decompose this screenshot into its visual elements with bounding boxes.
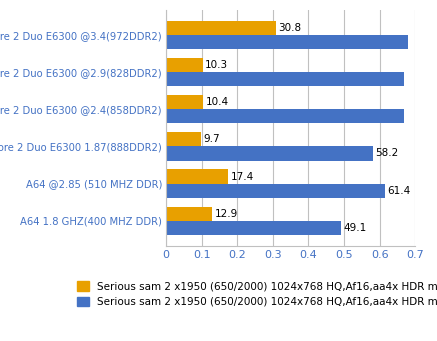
Bar (166, 95, 203, 109)
Bar (166, 72, 404, 86)
Text: 17.4: 17.4 (230, 172, 254, 181)
Text: 10.3: 10.3 (205, 60, 228, 70)
Bar (166, 207, 212, 221)
Bar (166, 35, 408, 49)
Bar (166, 221, 341, 235)
Bar (166, 109, 404, 123)
Text: 61.4: 61.4 (387, 186, 410, 196)
Bar (166, 132, 201, 146)
Bar (166, 146, 373, 161)
Text: 58.2: 58.2 (376, 148, 399, 159)
Text: 10.4: 10.4 (205, 97, 229, 107)
Bar (166, 169, 228, 183)
Bar (166, 58, 203, 72)
Bar (166, 183, 385, 198)
Text: 30.8: 30.8 (278, 23, 301, 33)
Text: 49.1: 49.1 (343, 223, 367, 233)
Text: 12.9: 12.9 (215, 209, 238, 219)
Legend: Serious sam 2 x1950 (650/2000) 1024x768 HQ,Af16,aa4x HDR min, Serious sam 2 x195: Serious sam 2 x1950 (650/2000) 1024x768 … (76, 281, 437, 307)
Bar (166, 21, 276, 35)
Text: 9.7: 9.7 (203, 134, 220, 144)
